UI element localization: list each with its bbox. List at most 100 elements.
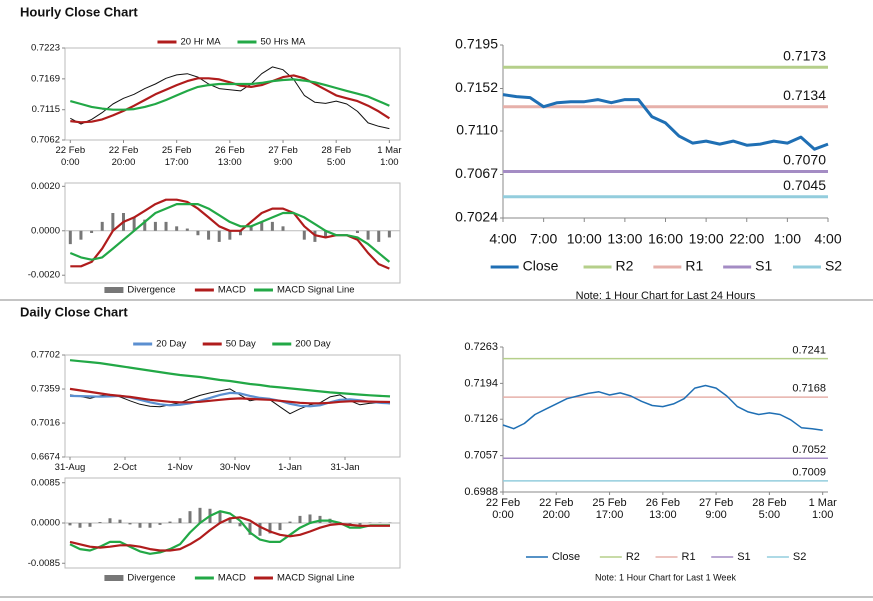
divergence-bar [198, 507, 202, 523]
price-line [70, 66, 390, 130]
series-line [69, 387, 391, 405]
x-tick-label: 22 Feb 0:00 [55, 145, 86, 168]
level-label: 0.7052 [792, 444, 826, 456]
x-tick-label: 2-Oct [113, 462, 137, 473]
level-label: 0.7241 [792, 344, 826, 356]
y-tick-label: 0.0085 [31, 477, 60, 488]
divergence-bar [248, 523, 252, 535]
divergence-bar [90, 230, 94, 233]
series-line [70, 78, 390, 111]
legend-label: 50 Day [226, 339, 256, 350]
series-line [69, 516, 390, 552]
divergence-bar [88, 523, 92, 527]
x-tick-label: 28 Feb 5:00 [321, 145, 351, 168]
legend-label: MACD [218, 573, 246, 584]
x-tick-label: 1-Jan [278, 462, 302, 473]
divergence-bar [355, 230, 359, 233]
series-line [502, 384, 823, 432]
divergence-bar [98, 522, 102, 523]
series-line [502, 93, 829, 151]
divergence-bar [366, 230, 370, 240]
plot-frame [64, 182, 401, 284]
divergence-bar [68, 230, 72, 245]
legend-label: R2 [616, 258, 634, 274]
y-tick-label: 0.0000 [31, 518, 60, 529]
legend-label: R1 [682, 551, 696, 563]
level-label: 0.7134 [783, 87, 826, 103]
divergence-bar [185, 228, 189, 231]
divergence-bar [79, 230, 83, 240]
price-line [69, 388, 391, 415]
y-tick-label: 0.0020 [31, 181, 60, 192]
y-tick-label: 0.7263 [464, 341, 498, 353]
divergence-bar [68, 523, 72, 526]
x-tick-label: 22:00 [729, 231, 764, 247]
divergence-bar [217, 230, 221, 242]
legend-label: MACD Signal Line [277, 285, 355, 296]
plot-frame [64, 47, 401, 141]
legend-swatch [104, 575, 124, 581]
x-tick-label: 22 Feb 20:00 [539, 497, 574, 521]
y-tick-label: 0.7016 [31, 418, 60, 429]
legend-label: R2 [626, 551, 640, 563]
divergence-bar [138, 523, 142, 528]
divergence-bar [196, 230, 200, 236]
x-tick-label: 31-Aug [54, 462, 86, 473]
x-tick-label: 25 Feb 17:00 [592, 497, 627, 521]
y-tick-label: 0.7024 [455, 209, 498, 225]
x-tick-label: 1 Mar 1:00 [377, 145, 402, 168]
legend-label: 200 Day [295, 339, 331, 350]
x-tick-label: 13:00 [607, 231, 642, 247]
legend-label: Close [552, 551, 580, 563]
section-title: Daily Close Chart [20, 304, 128, 319]
y-tick-label: 0.7195 [455, 36, 498, 52]
y-tick-label: 0.7223 [31, 43, 60, 54]
legend-label: S2 [793, 551, 806, 563]
y-tick-label: 0.7057 [464, 450, 498, 462]
divergence-bar [260, 221, 264, 231]
x-tick-label: 1 Mar 1:00 [808, 497, 837, 521]
divergence-bar [78, 523, 82, 528]
x-tick-label: 7:00 [530, 231, 557, 247]
y-tick-label: 0.7152 [455, 79, 498, 95]
x-tick-label: 22 Feb 0:00 [485, 497, 521, 521]
legend-label: S1 [755, 258, 772, 274]
x-tick-label: 26 Feb 13:00 [215, 145, 245, 168]
x-tick-label: 10:00 [567, 231, 602, 247]
divergence-bar [249, 226, 253, 231]
section-title: Hourly Close Chart [20, 4, 138, 19]
level-label: 0.7173 [783, 47, 826, 63]
legend-label: Divergence [127, 285, 175, 296]
divergence-bar [178, 518, 182, 523]
divergence-bar [153, 221, 157, 231]
divergence-bar [188, 511, 192, 523]
legend-swatch [104, 287, 124, 293]
divergence-bar [158, 523, 162, 525]
y-tick-label: 0.7194 [464, 377, 498, 389]
legend-label: S2 [825, 258, 842, 274]
y-tick-label: 0.7702 [31, 350, 60, 361]
divergence-bar [268, 523, 272, 534]
legend-label: 20 Hr MA [180, 37, 221, 48]
divergence-bar [100, 221, 104, 231]
series-line [69, 203, 391, 263]
x-tick-label: 26 Feb 13:00 [645, 497, 680, 521]
divergence-bar [288, 521, 292, 523]
legend-label: Divergence [127, 573, 175, 584]
legend-label: 20 Day [156, 339, 186, 350]
x-tick-label: 22 Feb 20:00 [108, 145, 139, 168]
x-tick-label: 19:00 [689, 231, 724, 247]
y-tick-label: -0.0085 [28, 558, 60, 569]
divergence-bar [108, 518, 112, 523]
divergence-bar [270, 221, 274, 231]
divergence-bar [387, 230, 391, 238]
divergence-bar [278, 523, 282, 531]
level-label: 0.7009 [792, 467, 826, 479]
divergence-bar [207, 230, 211, 240]
divergence-bar [168, 521, 172, 523]
divergence-bar [111, 213, 115, 231]
x-tick-label: 4:00 [814, 231, 841, 247]
chart-note: Note: 1 Hour Chart for Last 24 Hours [576, 290, 756, 302]
divergence-bar [298, 515, 302, 523]
y-tick-label: 0.7110 [456, 122, 498, 138]
